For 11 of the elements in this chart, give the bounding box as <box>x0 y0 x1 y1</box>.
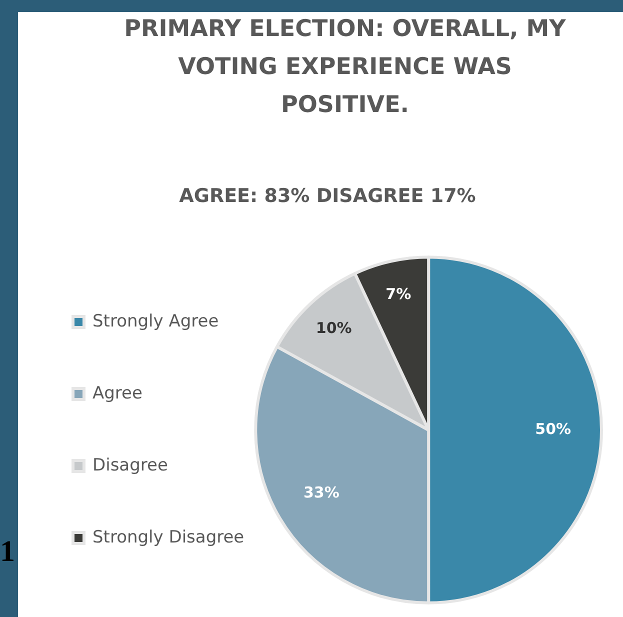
data-label: 33% <box>303 483 340 502</box>
data-label: 50% <box>535 420 572 438</box>
chart-subtitle: AGREE: 83% DISAGREE 17% <box>178 185 477 207</box>
legend-label: Strongly Agree <box>92 311 219 332</box>
legend-label: Strongly Disagree <box>92 527 244 548</box>
legend-label: Disagree <box>92 455 168 476</box>
data-label: 10% <box>316 319 352 338</box>
data-label: 7% <box>386 284 412 303</box>
chart-title: PRIMARY ELECTION: OVERALL, MY VOTING EXPERIENCE WAS POSITIVE. <box>123 15 567 120</box>
legend-label: Agree <box>92 383 142 404</box>
text: 1 <box>0 535 15 569</box>
